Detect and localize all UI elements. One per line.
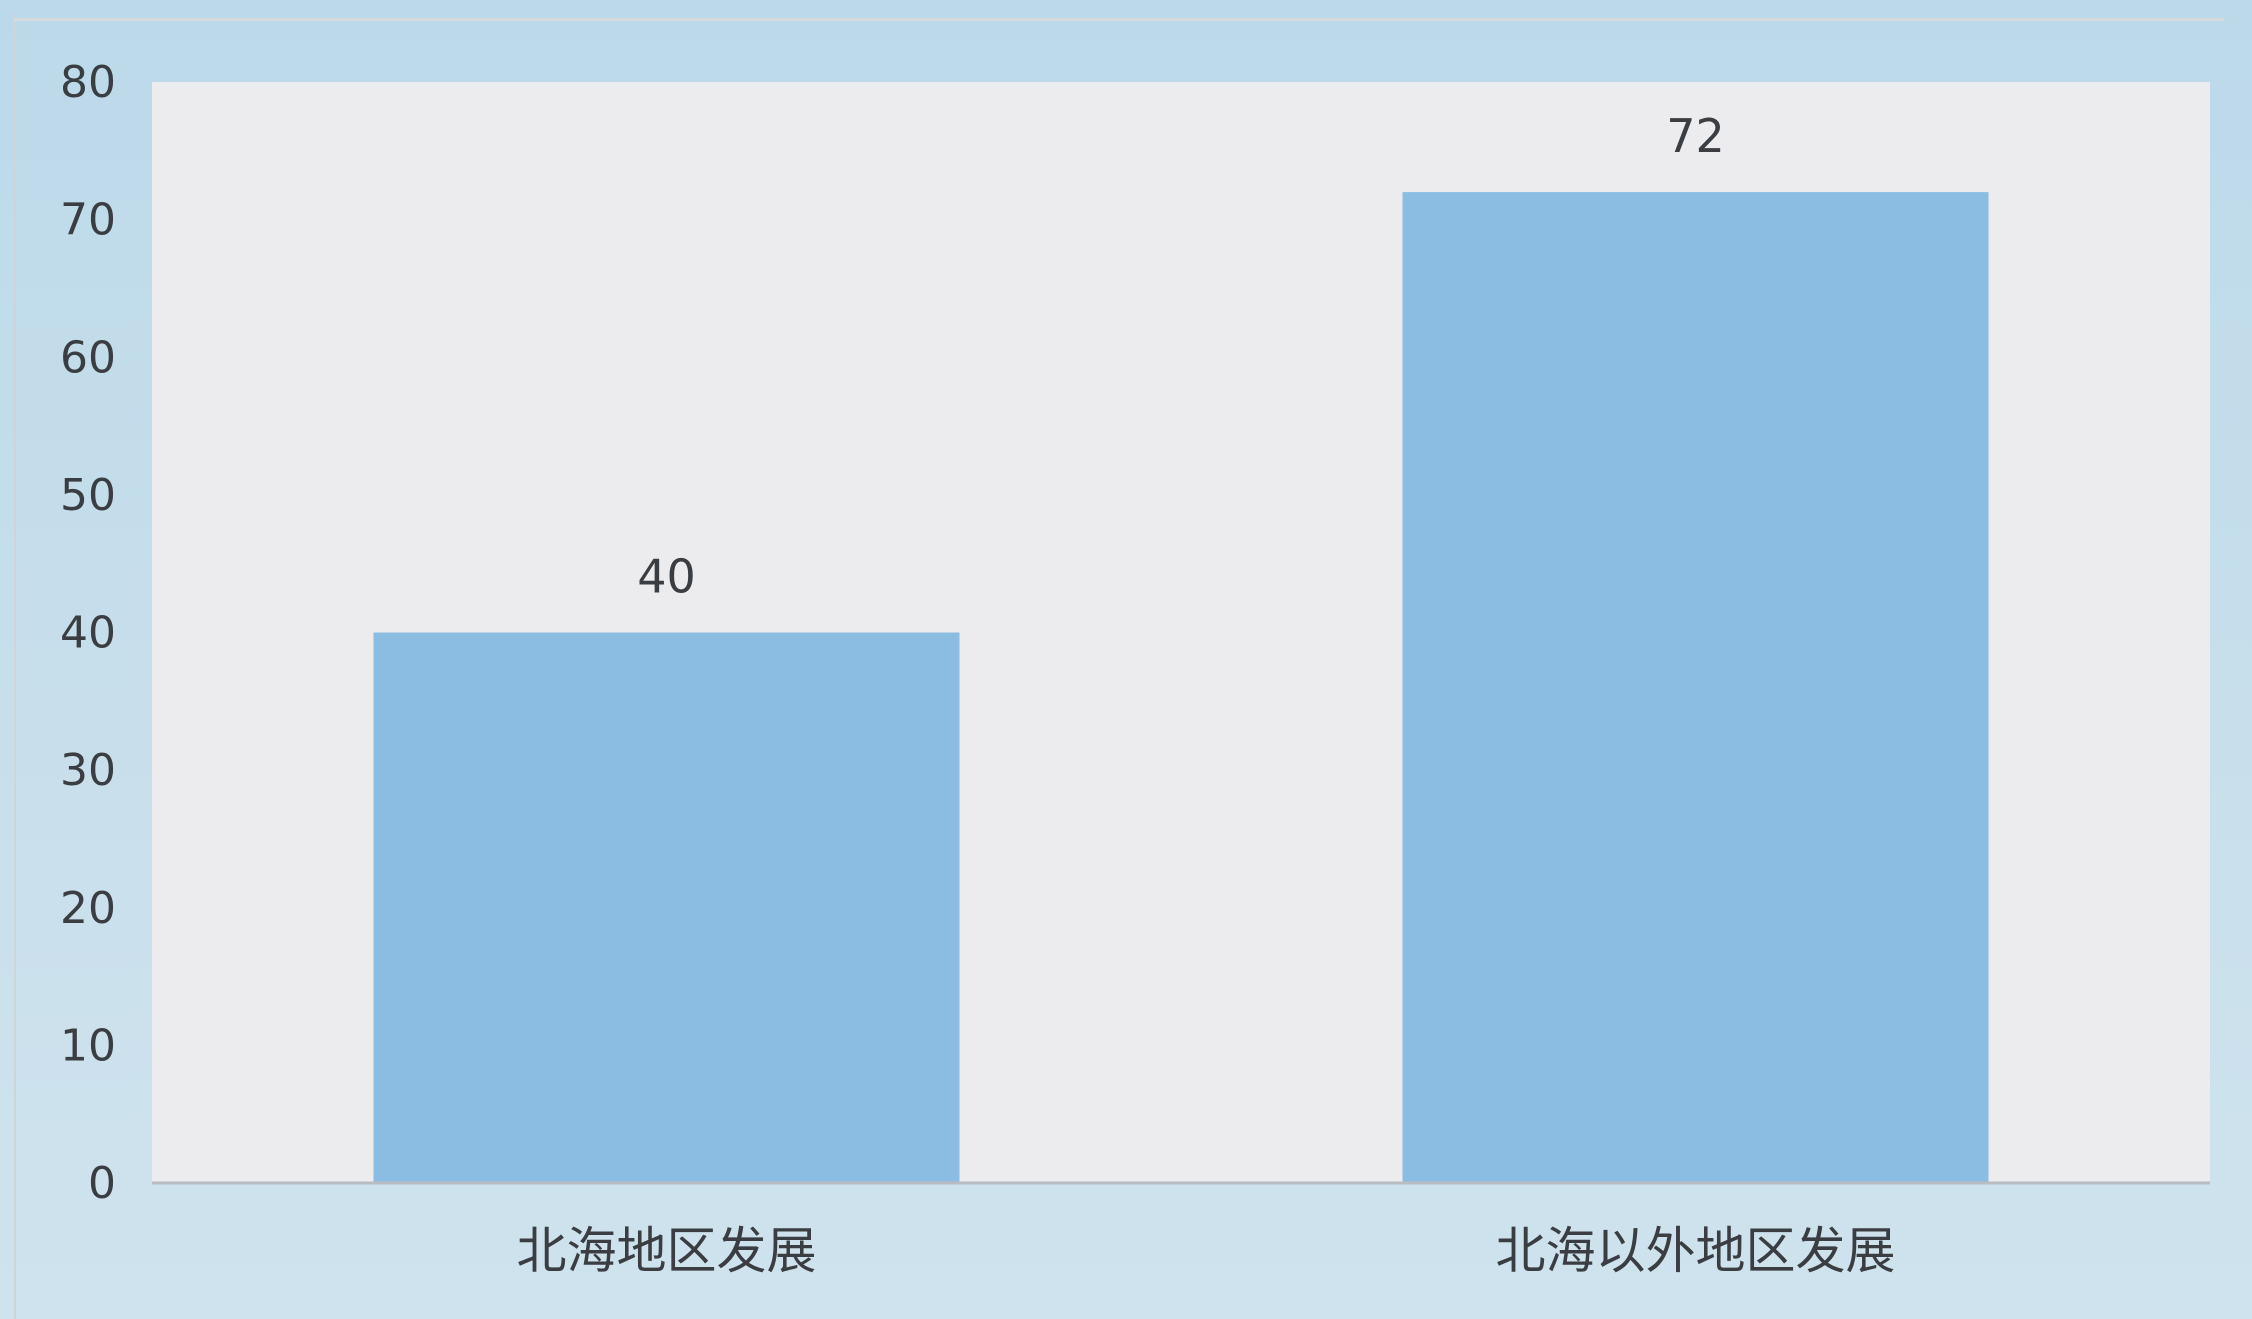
bars-group <box>373 192 1989 1184</box>
bar <box>373 632 960 1183</box>
bar-value-label: 40 <box>637 550 696 604</box>
y-tick-label: 10 <box>60 1020 116 1071</box>
y-tick-label: 20 <box>60 883 116 934</box>
category-labels-group: 北海地区发展 北海以外地区发展 <box>517 1222 1896 1280</box>
y-tick-label: 40 <box>60 608 116 659</box>
x-category-label: 北海以外地区发展 <box>1496 1222 1896 1280</box>
y-axis-tick-labels: 0 10 20 30 40 50 60 70 80 <box>60 57 116 1209</box>
bar <box>1402 192 1989 1184</box>
frame-left-border <box>14 14 16 1319</box>
y-tick-label: 70 <box>60 195 116 246</box>
y-tick-label: 30 <box>60 745 116 796</box>
frame-top-border <box>14 18 2224 21</box>
y-tick-label: 50 <box>60 470 116 521</box>
data-labels-group: 40 72 <box>637 109 1725 603</box>
y-tick-label: 60 <box>60 332 116 383</box>
x-category-label: 北海地区发展 <box>517 1222 817 1280</box>
y-tick-label: 80 <box>60 57 116 108</box>
y-tick-label: 0 <box>88 1158 116 1209</box>
bar-value-label: 72 <box>1666 109 1725 163</box>
